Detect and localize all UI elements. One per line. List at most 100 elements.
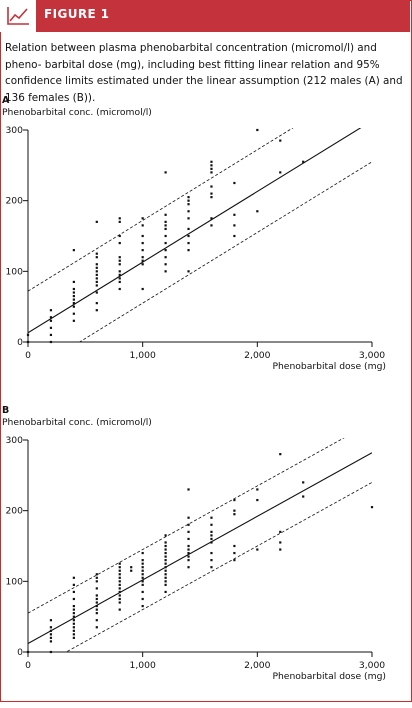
chart-a-point <box>141 263 144 266</box>
chart-b-point <box>210 516 213 519</box>
chart-b-point <box>118 594 121 597</box>
chart-a-y-tick-label: 0 <box>17 337 23 348</box>
chart-b-point <box>95 608 98 611</box>
chart-b-point <box>256 548 259 551</box>
chart-b-point <box>187 537 190 541</box>
chart-b-point <box>95 587 98 590</box>
chart-b-point <box>49 636 53 639</box>
chart-b-point <box>141 576 144 579</box>
chart-b-point <box>233 559 236 562</box>
chart-b-point <box>187 516 190 519</box>
chart-b-lines <box>28 438 372 652</box>
chart-b-point <box>118 587 121 590</box>
chart-b-point <box>302 481 305 484</box>
chart-b-x-tick-label: 3,000 <box>359 660 385 671</box>
chart-b-point <box>233 544 236 548</box>
chart-b-point <box>72 576 75 579</box>
chart-a-point <box>164 171 167 174</box>
chart-b-point <box>49 626 53 629</box>
chart-b-upper-confidence-line <box>28 438 345 614</box>
chart-b-point <box>118 576 121 579</box>
chart-b-point <box>95 612 98 615</box>
chart-b-point <box>95 619 98 622</box>
chart-b-point <box>72 622 75 625</box>
chart-b-point <box>72 612 75 615</box>
chart-b-point <box>118 597 121 601</box>
chart-b-point <box>279 548 282 551</box>
chart-b-point <box>210 566 213 569</box>
chart-a-point <box>187 227 190 231</box>
chart-b-point <box>49 629 53 632</box>
chart-a-point <box>95 309 98 312</box>
chart-b-x-tick-label: 1,000 <box>130 660 156 671</box>
chart-b-point <box>95 601 98 604</box>
chart-b-x-tick-label: 2,000 <box>244 660 270 671</box>
chart-a-point <box>279 171 282 174</box>
chart-a-point <box>210 224 213 227</box>
chart-b-point <box>49 650 53 654</box>
chart-a-point <box>72 319 75 322</box>
chart-a-point <box>72 249 75 252</box>
chart-b-point <box>164 580 167 583</box>
chart-a-point <box>141 249 144 252</box>
chart-b-point <box>26 650 30 654</box>
chart-b-point <box>187 544 190 548</box>
chart-b-point <box>72 604 75 608</box>
chart-b-point <box>164 566 167 569</box>
chart-b-point <box>141 580 144 583</box>
chart-a-point <box>95 220 98 223</box>
chart-b-point <box>72 626 75 629</box>
chart-a-point <box>233 234 236 238</box>
chart-a-point <box>26 340 30 344</box>
chart-a-point <box>164 220 167 223</box>
chart-b-y-tick-label: 300 <box>5 435 23 446</box>
chart-a-point <box>187 241 190 245</box>
chart-a-point <box>118 280 121 284</box>
chart-b-point <box>210 559 213 562</box>
chart-b-point <box>72 633 75 636</box>
chart-b-point <box>141 562 144 565</box>
chart-a-x-tick-label: 3,000 <box>359 350 385 361</box>
chart-b-point <box>233 509 236 512</box>
chart-b-point <box>302 495 305 498</box>
chart-a-point <box>141 241 144 245</box>
chart-b-point <box>141 573 144 576</box>
chart-b-y-tick-label: 0 <box>17 647 23 658</box>
chart-a-point <box>118 277 121 280</box>
chart-a-point <box>95 252 98 255</box>
chart-a-point <box>187 234 190 238</box>
chart-a-point <box>72 298 75 301</box>
chart-b-point <box>49 640 53 643</box>
chart-a-point <box>164 270 167 273</box>
chart-a-point <box>72 312 75 315</box>
chart-a-lower-confidence-line <box>78 161 372 342</box>
chart-b-point <box>279 453 282 456</box>
chart-a-point <box>49 326 53 329</box>
chart-a-point <box>210 192 213 195</box>
chart-a-point <box>72 280 75 284</box>
chart-a-point <box>164 213 167 216</box>
chart-b-point <box>187 566 190 569</box>
chart-b-point <box>164 544 167 548</box>
chart-a-point <box>256 128 259 132</box>
chart-a-point <box>118 259 121 262</box>
chart-a-point <box>118 220 121 223</box>
chart-b-point <box>164 541 167 544</box>
chart-b-point <box>256 488 259 491</box>
chart-b-point <box>164 534 167 537</box>
chart-a-point <box>164 224 167 227</box>
chart-a-point <box>95 263 98 266</box>
figure-title: FIGURE 1 <box>44 7 110 21</box>
chart-b-point <box>210 541 213 544</box>
chart-a-x-tick-label: 1,000 <box>130 350 156 361</box>
chart-a-y-tick-label: 300 <box>5 125 23 136</box>
chart-b-point <box>49 619 53 622</box>
chart-a-y-tick-label: 100 <box>5 266 23 277</box>
chart-b-point <box>141 566 144 569</box>
chart-a-point <box>141 234 144 238</box>
chart-a-point <box>187 217 190 220</box>
chart-a-point <box>187 199 190 202</box>
chart-b-point <box>118 590 121 594</box>
chart-b-point <box>210 530 213 533</box>
